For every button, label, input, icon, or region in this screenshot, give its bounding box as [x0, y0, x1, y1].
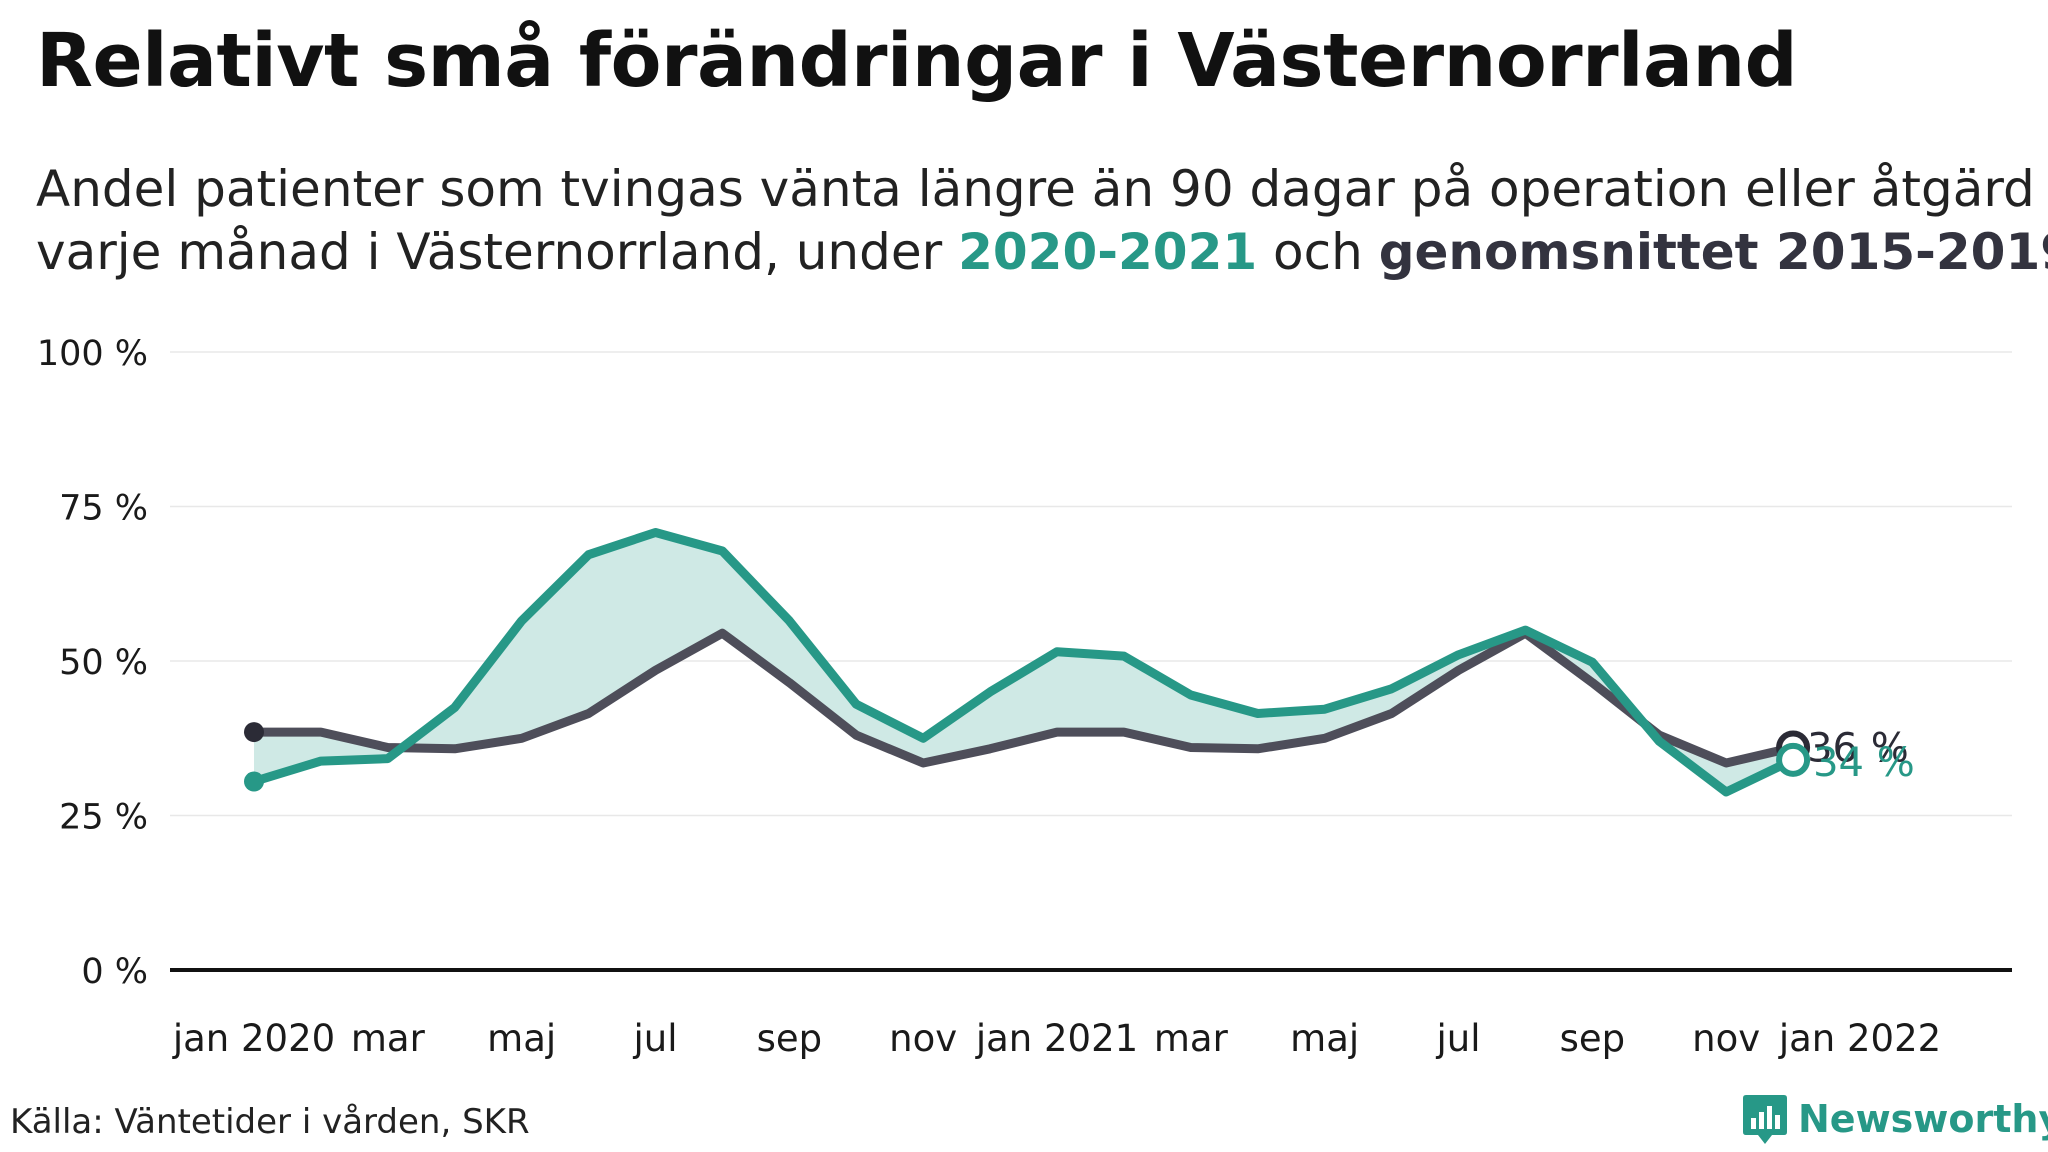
chart-title: Relativt små förändringar i Västernorrla… — [36, 18, 1798, 104]
chart-subtitle: Andel patienter som tvingas vänta längre… — [36, 158, 2048, 284]
legend-average-label: genomsnittet 2015-2019 — [1378, 223, 2048, 281]
y-tick-label: 0 % — [81, 952, 148, 992]
x-tick-label: mar — [351, 1017, 426, 1060]
start-point-recent — [244, 771, 264, 792]
end-label-average: 36 % — [1807, 726, 1909, 772]
line-chart: 0 % 25 % 50 % 75 % 100 % jan 2020 mar maj jul sep… — [37, 334, 2012, 1060]
end-label-recent: 34 % — [1813, 740, 1915, 786]
x-tick-label: maj — [487, 1017, 556, 1060]
end-point-recent — [1776, 742, 1811, 777]
x-tick-label: maj — [1290, 1017, 1359, 1060]
x-tick-label: jan 2021 — [975, 1017, 1138, 1060]
x-tick-label: jan 2020 — [172, 1017, 335, 1060]
x-tick-label: mar — [1154, 1017, 1229, 1060]
x-tick-label: jan 2022 — [1778, 1017, 1941, 1060]
source-note: Källa: Väntetider i vården, SKR — [10, 1102, 530, 1142]
subtitle-connector: och — [1257, 223, 1379, 281]
brand-name: Newsworthy — [1798, 1097, 2048, 1141]
subtitle-line-1: Andel patienter som tvingas vänta längre… — [36, 160, 2035, 218]
x-tick-label: sep — [1560, 1017, 1626, 1060]
legend-recent-label: 2020-2021 — [958, 223, 1258, 281]
y-tick-label: 75 % — [59, 489, 148, 529]
brand: Newsworthy — [1742, 1092, 2048, 1146]
x-tick-label: jul — [1435, 1017, 1480, 1060]
subtitle-line-2: varje månad i Västernorrland, under 2020… — [36, 221, 2048, 284]
y-tick-label: 100 % — [37, 334, 148, 374]
x-tick-label: jul — [632, 1017, 677, 1060]
x-tick-label: nov — [1692, 1017, 1760, 1060]
start-point-average — [244, 722, 264, 743]
y-tick-label: 25 % — [59, 798, 148, 838]
x-tick-label: sep — [757, 1017, 823, 1060]
series-line-average — [249, 628, 1798, 768]
series-line-recent — [249, 528, 1798, 797]
y-tick-label: 50 % — [59, 643, 148, 683]
x-tick-label: nov — [889, 1017, 957, 1060]
subtitle-prefix: varje månad i Västernorrland, under — [36, 223, 959, 281]
difference-area — [254, 532, 1794, 792]
newsworthy-logo-icon — [1743, 1095, 1787, 1144]
